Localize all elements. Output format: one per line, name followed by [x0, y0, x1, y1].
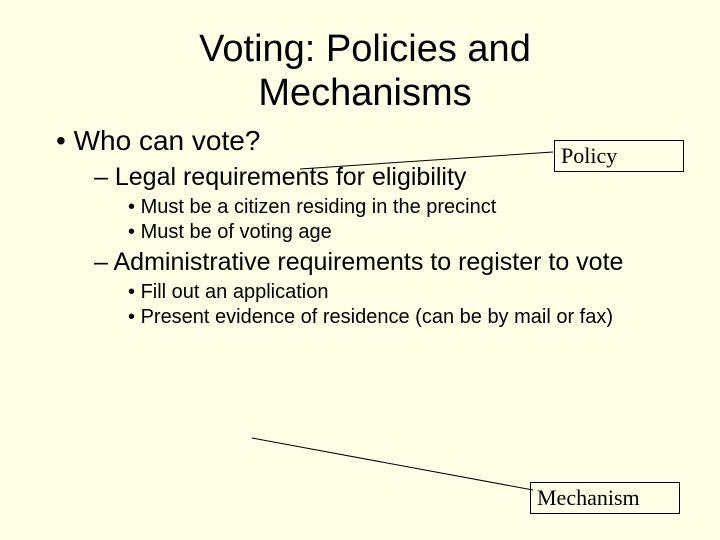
title-line-1: Voting: Policies and [50, 28, 680, 72]
sub-age: Must be of voting age [128, 221, 680, 244]
sub-evidence: Present evidence of residence (can be by… [128, 306, 680, 329]
slide: Voting: Policies and Mechanisms Who can … [0, 0, 720, 540]
sub-admin-req: Administrative requirements to register … [94, 248, 680, 277]
policy-label: Policy [554, 140, 684, 172]
sub-application: Fill out an application [128, 281, 680, 304]
slide-title: Voting: Policies and Mechanisms [50, 28, 680, 115]
sub-citizen: Must be a citizen residing in the precin… [128, 196, 680, 219]
line-to-mechanism [252, 438, 533, 490]
title-line-2: Mechanisms [50, 72, 680, 116]
mechanism-label: Mechanism [530, 482, 680, 514]
